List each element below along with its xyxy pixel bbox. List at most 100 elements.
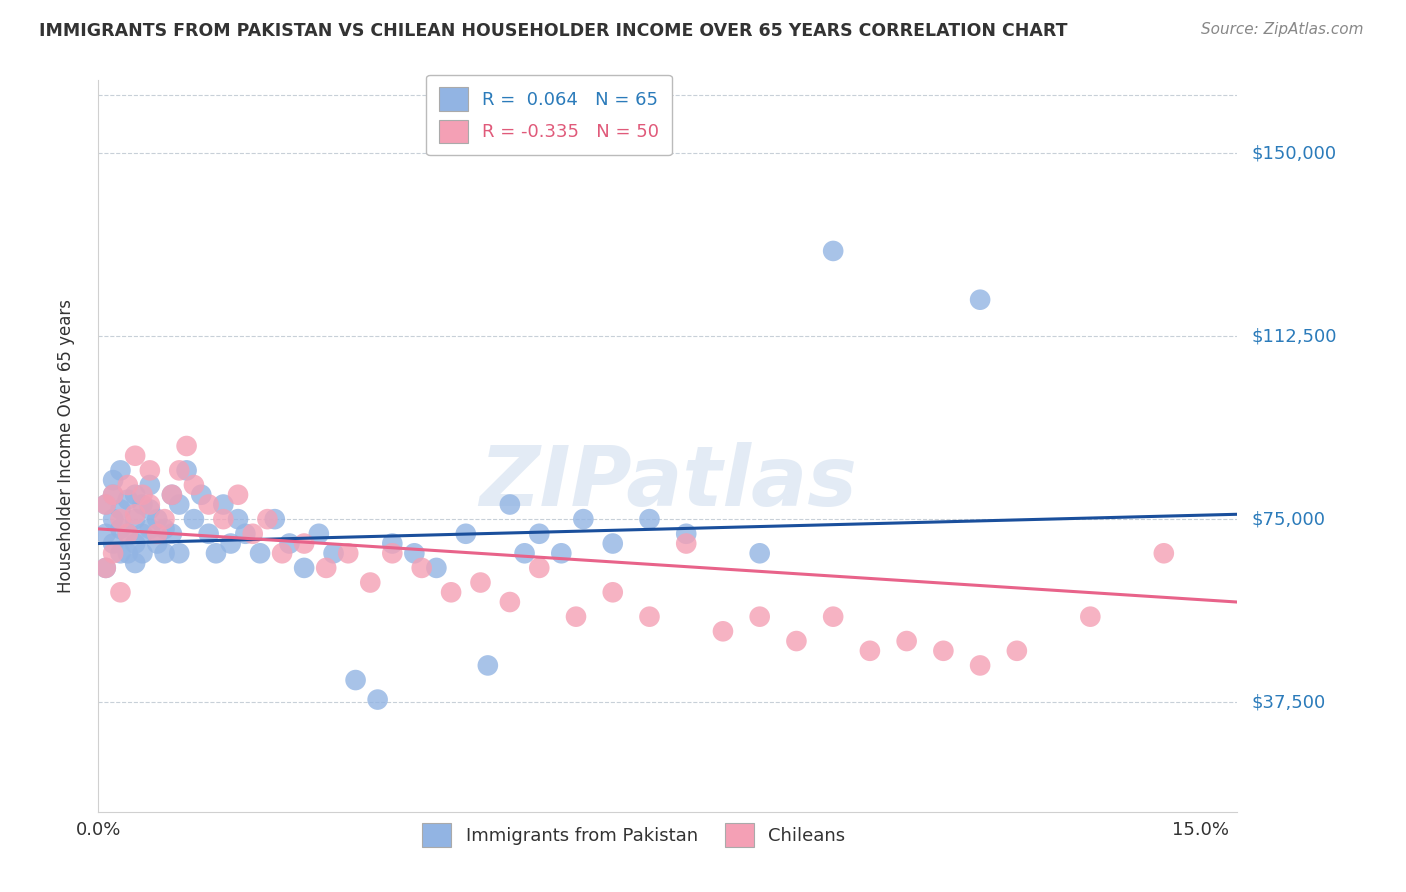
Point — [117, 492, 139, 507]
Point — [124, 488, 146, 502]
Point — [124, 449, 146, 463]
Point — [470, 575, 492, 590]
Point — [212, 512, 235, 526]
Point — [167, 498, 190, 512]
Point — [711, 624, 734, 639]
Point — [572, 512, 595, 526]
Point — [315, 561, 337, 575]
Point — [235, 526, 257, 541]
Point — [139, 498, 162, 512]
Point — [146, 512, 169, 526]
Point — [139, 463, 162, 477]
Point — [212, 498, 235, 512]
Text: $75,000: $75,000 — [1251, 510, 1326, 528]
Point — [1078, 609, 1101, 624]
Point — [748, 609, 770, 624]
Point — [124, 508, 146, 522]
Point — [513, 546, 536, 560]
Point — [823, 609, 845, 624]
Point — [785, 634, 807, 648]
Point — [160, 488, 183, 502]
Point — [602, 585, 624, 599]
Point — [859, 644, 882, 658]
Point — [124, 512, 146, 526]
Text: $112,500: $112,500 — [1251, 327, 1337, 345]
Text: Source: ZipAtlas.com: Source: ZipAtlas.com — [1201, 22, 1364, 37]
Point — [1153, 546, 1175, 560]
Point — [167, 463, 190, 477]
Point — [367, 692, 389, 706]
Point — [124, 536, 146, 550]
Point — [1005, 644, 1028, 658]
Point — [404, 546, 426, 560]
Point — [131, 488, 153, 502]
Point — [167, 546, 190, 560]
Point — [381, 536, 404, 550]
Point — [675, 526, 697, 541]
Point — [131, 526, 153, 541]
Point — [454, 526, 477, 541]
Point — [110, 502, 132, 516]
Point — [101, 473, 124, 487]
Point — [969, 293, 991, 307]
Point — [94, 498, 117, 512]
Point — [153, 522, 176, 536]
Point — [242, 526, 264, 541]
Text: $37,500: $37,500 — [1251, 693, 1326, 711]
Point — [94, 561, 117, 575]
Text: $150,000: $150,000 — [1251, 145, 1336, 162]
Point — [256, 512, 278, 526]
Point — [101, 512, 124, 526]
Point — [411, 561, 433, 575]
Point — [477, 658, 499, 673]
Point — [896, 634, 918, 648]
Point — [425, 561, 447, 575]
Point — [94, 498, 117, 512]
Point — [117, 526, 139, 541]
Point — [932, 644, 955, 658]
Point — [337, 546, 360, 560]
Legend: R =  0.064   N = 65, R = -0.335   N = 50: R = 0.064 N = 65, R = -0.335 N = 50 — [426, 75, 672, 155]
Point — [139, 522, 162, 536]
Point — [117, 546, 139, 560]
Point — [117, 478, 139, 492]
Point — [748, 546, 770, 560]
Point — [381, 546, 404, 560]
Point — [226, 512, 249, 526]
Point — [499, 498, 522, 512]
Point — [117, 526, 139, 541]
Point — [94, 526, 117, 541]
Point — [278, 536, 301, 550]
Point — [969, 658, 991, 673]
Point — [219, 536, 242, 550]
Point — [110, 463, 132, 477]
Point — [499, 595, 522, 609]
Point — [183, 512, 205, 526]
Point — [101, 488, 124, 502]
Point — [602, 536, 624, 550]
Point — [176, 463, 198, 477]
Point — [110, 585, 132, 599]
Point — [101, 546, 124, 560]
Point — [190, 488, 212, 502]
Point — [308, 526, 330, 541]
Point — [153, 512, 176, 526]
Point — [110, 512, 132, 526]
Point — [638, 609, 661, 624]
Point — [292, 561, 315, 575]
Text: ZIPatlas: ZIPatlas — [479, 442, 856, 523]
Point — [146, 536, 169, 550]
Point — [183, 478, 205, 492]
Point — [249, 546, 271, 560]
Point — [197, 498, 219, 512]
Point — [529, 526, 551, 541]
Point — [160, 488, 183, 502]
Point — [160, 526, 183, 541]
Point — [226, 488, 249, 502]
Point — [344, 673, 367, 687]
Point — [823, 244, 845, 258]
Point — [271, 546, 294, 560]
Point — [131, 546, 153, 560]
Point — [94, 561, 117, 575]
Point — [529, 561, 551, 575]
